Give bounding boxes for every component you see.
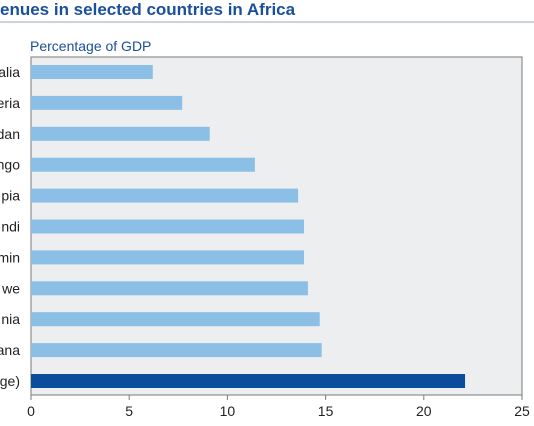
bar-6 [31,250,304,265]
bar-4 [31,188,299,203]
category-label-1: eria [0,95,20,111]
category-label-6: min [0,249,20,265]
bar-10 [31,374,466,388]
category-label-0: alia [0,64,20,80]
x-axis-ticks: 0 5 10 15 20 25 [27,395,530,419]
bars-group [31,65,466,388]
category-label-4: pia [1,188,20,204]
bar-0 [31,65,153,79]
bar-5 [31,219,304,234]
x-tick-label-1: 5 [125,403,133,419]
bar-9 [31,343,322,358]
chart-subtitle: Percentage of GDP [30,38,151,54]
x-tick-label-4: 20 [416,403,432,419]
bar-3 [31,157,255,172]
bar-7 [31,281,308,296]
category-labels: alia eria dan ngo pia ndi min we nia ana ge) [0,64,20,389]
category-label-3: ngo [0,157,20,173]
category-label-2: dan [0,126,20,142]
x-tick-label-2: 10 [220,403,236,419]
category-label-10: ge) [0,373,20,389]
bar-1 [31,95,183,110]
x-tick-label-0: 0 [27,403,35,419]
bar-8 [31,312,320,327]
x-tick-label-5: 25 [514,403,530,419]
chart-title: enues in selected countries in Africa [0,0,296,19]
category-label-5: ndi [1,219,20,235]
x-tick-label-3: 15 [318,403,334,419]
category-label-9: ana [0,342,20,358]
category-label-7: we [1,280,20,296]
category-label-8: nia [1,311,20,327]
bar-2 [31,126,210,141]
